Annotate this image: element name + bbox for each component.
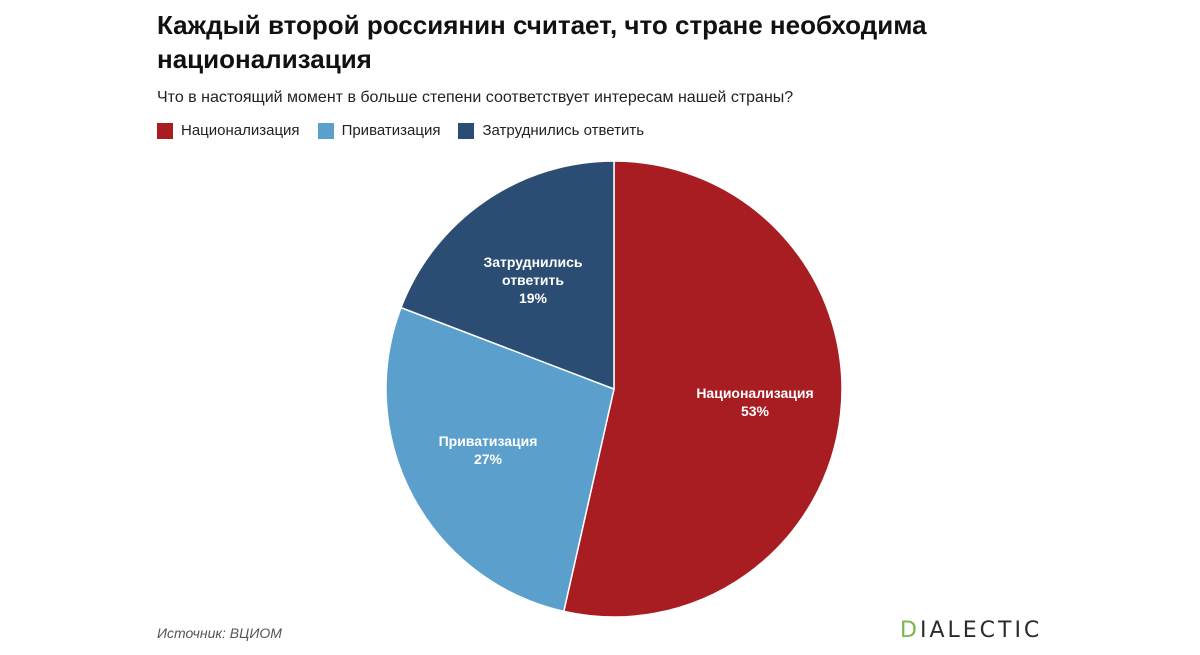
source-note: Источник: ВЦИОМ (157, 625, 282, 641)
legend-swatch-undecided (458, 122, 475, 139)
pie-name-privatization: Приватизация (439, 433, 538, 449)
pie-slice-undecided (400, 160, 615, 391)
logo-text: IALECTIC (919, 618, 1043, 643)
pie-value-privatization: 27% (474, 451, 503, 467)
legend-item-nationalization: Национализация (157, 122, 300, 139)
legend-item-undecided: Затруднились ответить (458, 122, 644, 139)
legend-label-undecided: Затруднились ответить (482, 122, 645, 139)
pie-label-privatization: Приватизация 27% (439, 433, 538, 467)
legend-label-nationalization: Национализация (181, 122, 300, 139)
chart-legend: Национализация Приватизация Затруднились… (157, 122, 662, 139)
pie-label-nationalization: Национализация 53% (696, 385, 813, 419)
legend-label-privatization: Приватизация (341, 122, 441, 139)
legend-item-privatization: Приватизация (317, 122, 441, 139)
chart-title: Каждый второй россиянин считает, что стр… (157, 10, 927, 74)
pie-value-nationalization: 53% (741, 403, 770, 419)
pie-slice-nationalization (562, 160, 843, 618)
pie-name-undecided: ответить (502, 272, 564, 288)
pie-label-undecided: Затруднились ответить 19% (483, 254, 582, 306)
pie-slice-privatization (385, 306, 615, 613)
chart-subtitle: Что в настоящий момент в больше степени … (157, 89, 794, 106)
logo-accent-letter: D (900, 618, 920, 643)
pie-name-nationalization: Национализация (696, 385, 813, 401)
pie-name-undecided: Затруднились (483, 254, 582, 270)
dialectic-logo: DIALECTIC (900, 618, 1042, 643)
legend-swatch-privatization (317, 122, 334, 139)
legend-swatch-nationalization (157, 122, 173, 139)
pie-value-undecided: 19% (519, 290, 548, 306)
